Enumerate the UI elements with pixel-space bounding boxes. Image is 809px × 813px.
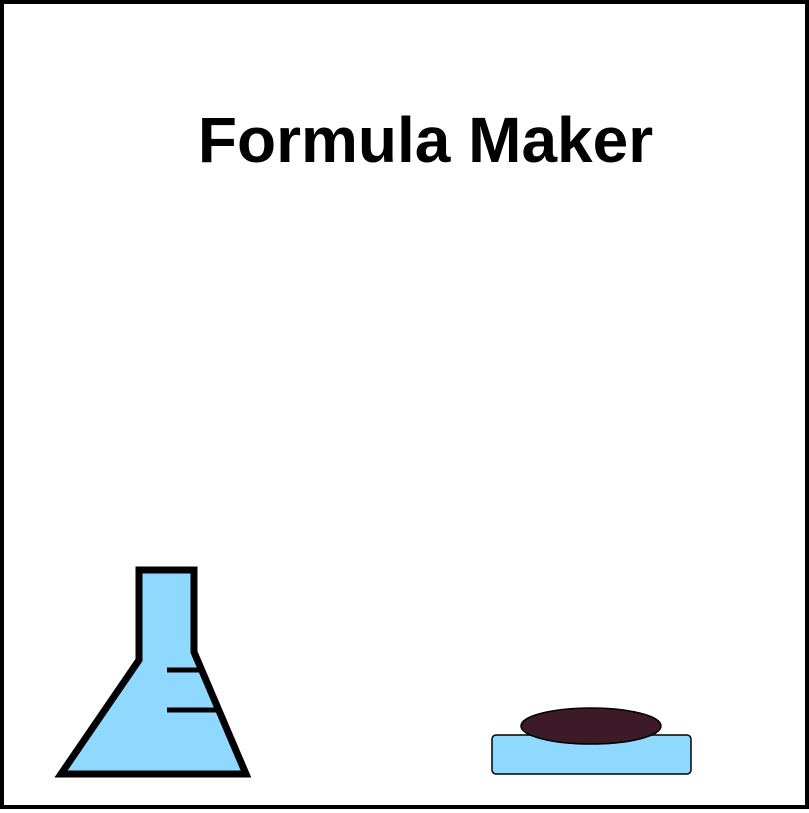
push-button-icon[interactable] — [491, 707, 692, 775]
game-scene — [54, 566, 692, 778]
button-top — [520, 707, 662, 745]
flask-body — [54, 566, 252, 778]
game-title: Formula Maker — [197, 104, 654, 176]
erlenmeyer-flask-icon[interactable] — [54, 566, 252, 778]
